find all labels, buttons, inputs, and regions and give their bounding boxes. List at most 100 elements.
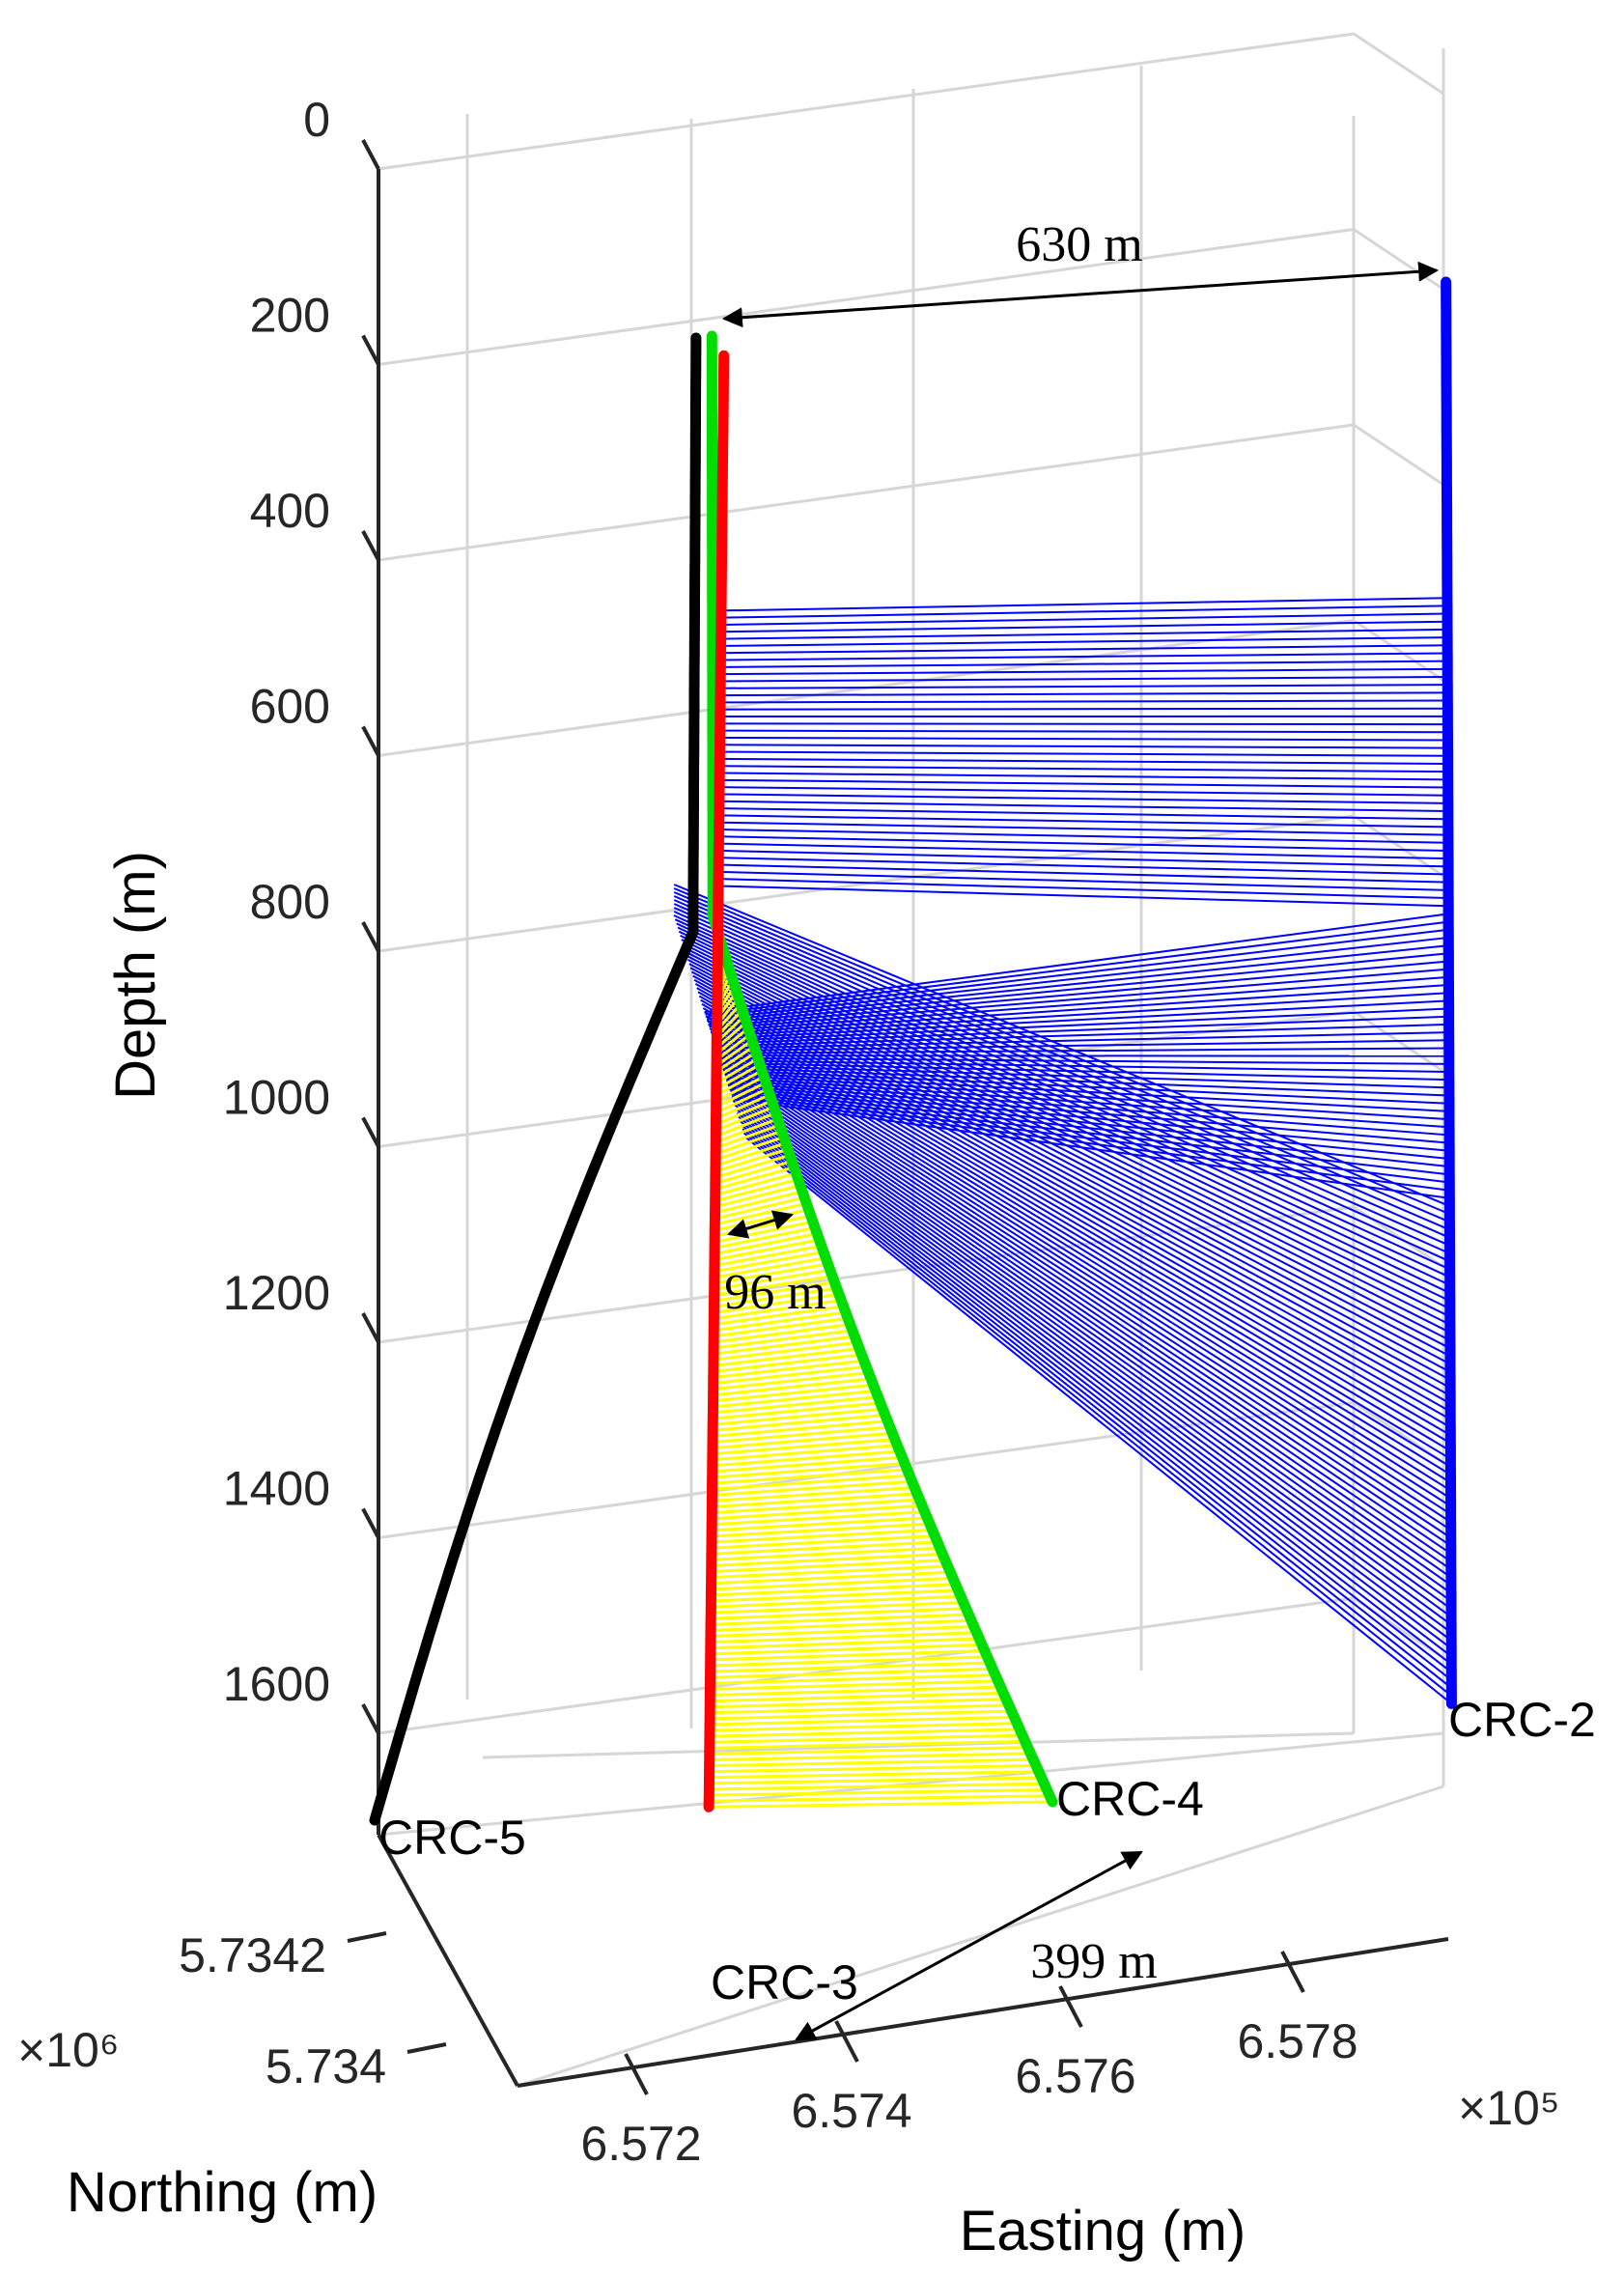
blue-fill-line [735,1108,1452,1649]
z-tick-label: 1200 [223,1266,330,1320]
blue-fill-line [742,1128,1452,1689]
yellow-fill-line [709,1782,1045,1791]
blue-fill-line [720,597,1447,612]
yellow-fill-line [713,1413,885,1432]
yellow-fill-line [712,1419,888,1438]
yellow-fill-line [709,1722,1018,1732]
yellow-fill-line [714,1111,777,1138]
blue-fill-line [718,857,1449,876]
yellow-fill-line [711,1552,943,1567]
yellow-fill-line [709,1800,1053,1809]
tick-labels: 0 200 400 600 800 1000 1200 1400 1600 5.734 5.7342… [179,93,1358,2171]
annotation-630m: 630 m [1016,217,1142,272]
yellow-fill-line [714,1147,789,1173]
yellow-fill-line [712,1516,928,1532]
blue-fill-line [720,644,1448,655]
blue-fill-line [718,821,1448,836]
blue-fill-line [719,707,1448,711]
yellow-fill-line [713,1389,877,1409]
yellow-fill-line [713,1316,849,1338]
blue-fill-line [732,1100,1452,1634]
yellow-fill-line [710,1709,1012,1721]
blue-fill-line [706,1019,1451,1476]
blue-fill-line [723,1071,1452,1579]
yellow-fill-line [714,1099,772,1126]
blue-fill-line [718,863,1449,884]
yellow-fill-line [710,1661,991,1673]
yellow-fill-line [711,1570,951,1586]
yellow-fill-line [714,1280,835,1303]
yellow-fill-line [714,1166,795,1191]
annotation-399m: 399 m [1030,1934,1157,1989]
blue-fill-line [688,963,1451,1365]
x-tick-label: 6.574 [791,2084,911,2138]
z-tick-label: 1400 [223,1462,330,1516]
blue-fill-line [717,1055,1452,1547]
yellow-fill-line [713,1395,879,1415]
yellow-fill-line [710,1643,983,1656]
blue-fill-line [712,992,1449,1038]
blue-fill-line [673,895,1450,1231]
yellow-fill-line [714,1087,769,1114]
yellow-fill-line [712,1468,908,1485]
blue-fill-line [687,959,1451,1358]
blue-fill-line [714,1007,1449,1043]
blue-fill-line [719,772,1448,781]
yellow-fill-line [709,1746,1028,1756]
blue-fill-line [714,1043,1452,1524]
blue-fill-line [698,995,1451,1428]
blue-fill-line [682,942,1451,1326]
y-tick-label: 5.734 [266,2039,386,2093]
blue-fill-line [705,1015,1451,1468]
yellow-fill-line [714,1268,831,1291]
z-tick-mark [361,139,380,170]
blue-fill-line [722,1066,1449,1097]
z-tick-label: 1600 [223,1657,330,1711]
yellow-fill-line [714,1171,797,1197]
yellow-fill-line [711,1613,969,1626]
yellow-fill-line [714,1305,844,1327]
blue-fill-line [676,922,1451,1286]
yellow-fill-line [709,1757,1034,1768]
yellow-fill-line [712,1479,912,1497]
well-label-crc-2: CRC-2 [1448,1693,1596,1747]
yellow-fill-line [714,1232,818,1255]
blue-fill-line [719,729,1448,734]
blue-fill-line [718,849,1449,868]
blue-fill-line [673,914,1451,1271]
yellow-fill-line [714,1238,820,1262]
blue-fill-line [721,1067,1452,1571]
blue-fill-line [724,1076,1452,1587]
yellow-fill-line [715,1051,757,1079]
well-label-crc-5: CRC-5 [378,1811,526,1865]
yellow-fill-line [712,1455,903,1474]
blue-fill-line [696,987,1451,1413]
yellow-fill-line [714,1129,783,1156]
yellow-fill-line [710,1637,980,1650]
blue-fill-line [673,907,1450,1255]
yellow-fill-line [715,1032,751,1061]
yellow-fill-line [712,1510,925,1527]
yellow-fill-line [711,1540,938,1556]
z-tick-label: 400 [250,484,330,538]
z-tick-mark [361,1507,380,1539]
yellow-fill-line [714,1256,826,1279]
x-tick-mark [624,2053,649,2095]
yellow-fill-line [711,1546,940,1561]
floor-grid [482,1731,1355,1759]
x-tick-label: 6.572 [580,2117,701,2171]
blue-fill-line [702,1007,1451,1452]
well-crc-4 [706,330,1058,1808]
yellow-fill-line [710,1631,977,1644]
x-axis-label: Easting (m) [960,2200,1246,2262]
yellow-fill-line [710,1649,985,1662]
yellow-fill-line [713,1329,854,1350]
yellow-fill-line [715,1039,753,1067]
x-tick-mark [1058,1985,1083,2028]
yellow-fill-line [715,1045,755,1073]
z-tick-label: 600 [250,680,330,734]
blue-fill-line [674,918,1451,1278]
blue-fill-line [718,814,1448,829]
yellow-fill-line [709,1715,1015,1727]
blue-fill-line [718,842,1448,860]
